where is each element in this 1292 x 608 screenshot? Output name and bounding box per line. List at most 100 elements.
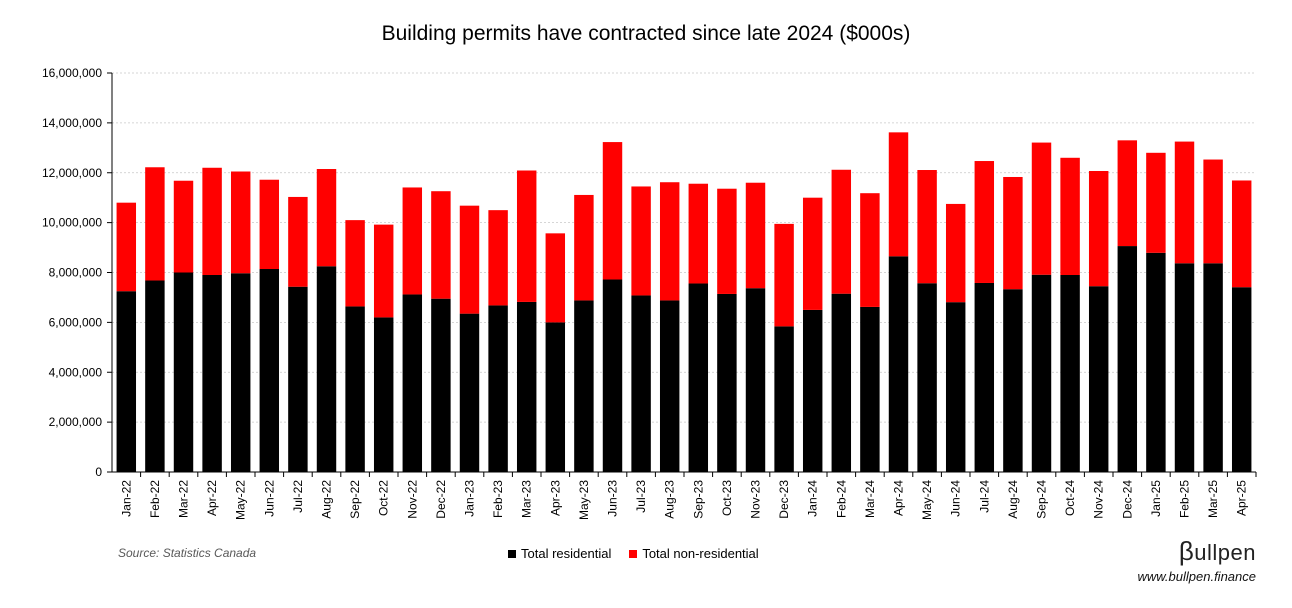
legend-item-non-residential: Total non-residential: [629, 546, 759, 561]
bar-non-residential: [974, 161, 995, 283]
x-tick-label: Sep-23: [691, 480, 705, 519]
x-tick-label: Oct-22: [377, 480, 391, 516]
bar-non-residential: [145, 167, 165, 281]
bar-non-residential: [574, 194, 594, 301]
legend: Total residential Total non-residential: [508, 546, 759, 561]
bar-residential: [516, 301, 537, 472]
x-tick-label: Nov-24: [1092, 480, 1106, 519]
bar-residential: [774, 326, 794, 472]
x-tick-label: Jul-22: [291, 480, 305, 513]
bar-residential: [1003, 289, 1023, 472]
bar-non-residential: [631, 186, 651, 296]
x-tick-label: Mar-24: [863, 480, 877, 518]
bar-non-residential: [1088, 171, 1109, 287]
stacked-bar-chart: 0 2,000,000 4,000,000 6,000,000 8,000,000 10,…: [42, 66, 1257, 520]
bar-non-residential: [1174, 141, 1195, 264]
bar-residential: [259, 269, 280, 472]
website-link: www.bullpen.finance: [1137, 569, 1256, 584]
bar-non-residential: [1231, 180, 1252, 288]
bar-non-residential: [688, 183, 709, 284]
bar-residential: [230, 273, 251, 472]
x-tick-label: Nov-23: [749, 480, 763, 519]
bar-residential: [1117, 246, 1138, 472]
x-tick-label: Mar-22: [177, 480, 191, 518]
bar-non-residential: [1031, 142, 1052, 275]
x-tick-label: Jan-25: [1149, 480, 1163, 517]
bar-non-residential: [288, 196, 308, 287]
bar-residential: [1174, 263, 1195, 472]
legend-item-residential: Total residential: [508, 546, 611, 561]
bar-non-residential: [602, 142, 623, 280]
y-tick-label: 8,000,000: [49, 266, 103, 280]
gridlines: [112, 72, 1256, 423]
bar-non-residential: [230, 171, 251, 274]
bar-residential: [145, 280, 165, 472]
brand-block: βullpen www.bullpen.finance: [1137, 536, 1256, 584]
y-tick-label: 16,000,000: [42, 66, 102, 80]
x-tick-label: Apr-22: [205, 480, 219, 516]
bar-residential: [917, 283, 937, 472]
bar-residential: [1088, 286, 1109, 472]
x-tick-label: Feb-24: [834, 480, 848, 518]
bar-residential: [1231, 287, 1252, 472]
x-tick-label: Mar-23: [520, 480, 534, 518]
x-tick-label: Feb-25: [1178, 480, 1192, 518]
x-axis-ticks: Jan-22 Feb-22 Mar-22 Apr-22 May-22 Jun-22 Jul-…: [119, 472, 1257, 520]
bar-non-residential: [860, 193, 880, 307]
x-tick-label: May-22: [234, 480, 248, 520]
bar-residential: [488, 305, 508, 472]
bar-non-residential: [745, 182, 766, 289]
bar-non-residential: [545, 233, 566, 323]
bar-residential: [860, 306, 880, 472]
x-tick-label: Oct-23: [720, 480, 734, 516]
x-tick-label: Jun-22: [262, 480, 276, 517]
bar-residential: [402, 294, 423, 472]
bar-residential: [831, 293, 852, 472]
bar-non-residential: [1146, 152, 1166, 253]
x-tick-label: Apr-24: [892, 480, 906, 516]
bar-non-residential: [831, 169, 852, 294]
x-tick-label: Apr-23: [548, 480, 562, 516]
x-tick-label: Sep-22: [348, 480, 362, 519]
x-tick-label: Aug-24: [1006, 480, 1020, 519]
bar-non-residential: [173, 180, 194, 273]
logo-beta-glyph: β: [1178, 536, 1195, 566]
bar-non-residential: [802, 197, 823, 310]
bar-residential: [1203, 263, 1223, 472]
bar-residential: [345, 306, 365, 472]
x-tick-label: Apr-25: [1235, 480, 1249, 516]
chart-title: Building permits have contracted since l…: [381, 22, 911, 45]
source-note: Source: Statistics Canada: [118, 546, 257, 560]
x-tick-label: Aug-22: [320, 480, 334, 519]
bar-residential: [1031, 274, 1052, 472]
bar-non-residential: [402, 187, 423, 295]
y-axis-ticks: 0 2,000,000 4,000,000 6,000,000 8,000,000 10,…: [42, 66, 112, 479]
bar-residential: [602, 279, 623, 472]
legend-swatch-residential: [508, 549, 516, 558]
bar-residential: [974, 282, 995, 472]
x-tick-label: Nov-22: [405, 480, 419, 519]
bar-residential: [288, 286, 308, 472]
x-tick-label: Dec-22: [434, 480, 448, 519]
x-tick-label: Jun-23: [606, 480, 620, 517]
legend-label-non-residential: Total non-residential: [642, 546, 759, 561]
bar-non-residential: [717, 188, 737, 294]
x-tick-label: Sep-24: [1035, 480, 1049, 519]
bullpen-logo: βullpen: [1137, 536, 1256, 567]
y-tick-label: 14,000,000: [42, 116, 102, 130]
bar-non-residential: [202, 167, 222, 275]
bar-residential: [631, 295, 651, 472]
bar-non-residential: [316, 169, 337, 267]
bars: [116, 132, 1252, 472]
bar-residential: [116, 291, 137, 472]
x-tick-label: Aug-23: [663, 480, 677, 519]
y-tick-label: 10,000,000: [42, 216, 102, 230]
y-tick-label: 4,000,000: [49, 365, 103, 379]
bar-non-residential: [1060, 157, 1080, 275]
x-tick-label: Jun-24: [949, 480, 963, 517]
bar-residential: [202, 274, 222, 472]
legend-label-residential: Total residential: [521, 546, 612, 561]
bar-non-residential: [516, 170, 537, 302]
bar-non-residential: [774, 223, 794, 327]
bar-residential: [1060, 274, 1080, 472]
